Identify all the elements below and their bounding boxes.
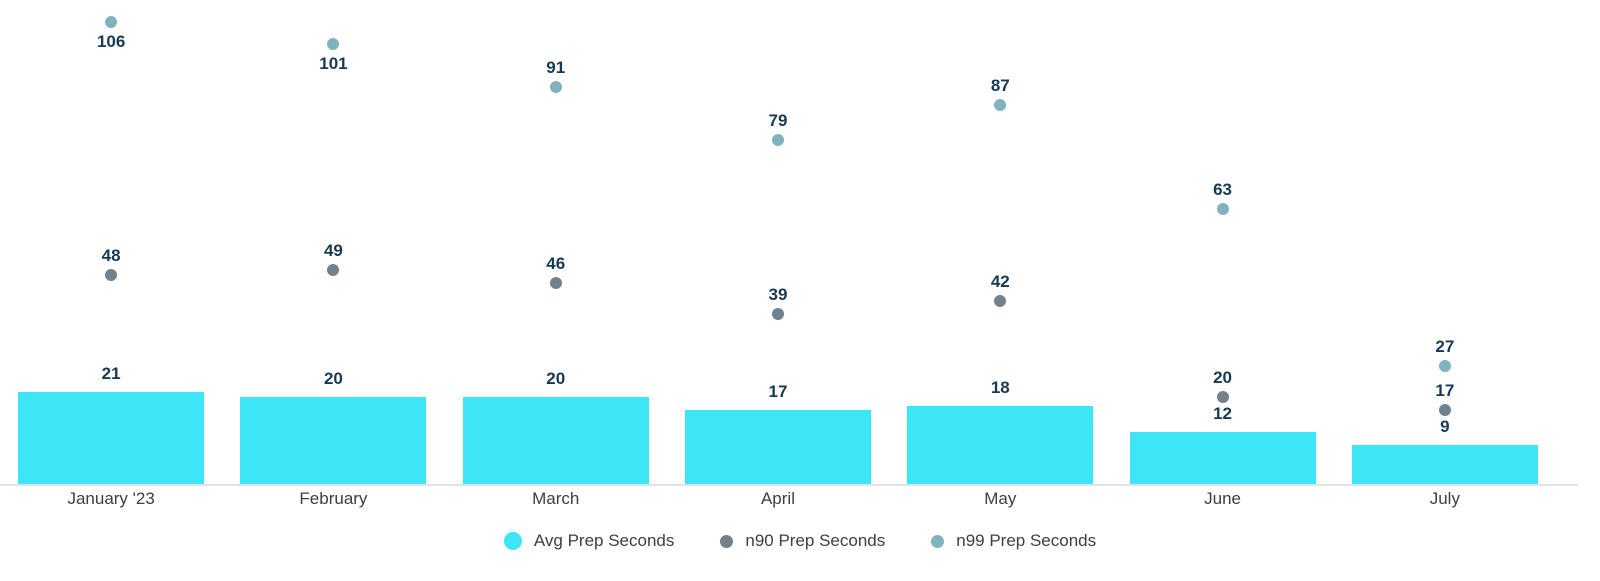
bar-avg-prep-seconds[interactable]: [462, 396, 649, 484]
bar-value-label: 21: [101, 364, 121, 384]
n99-dot[interactable]: [1216, 203, 1229, 216]
x-axis-label: January '23: [67, 489, 155, 508]
x-axis-label: April: [760, 489, 795, 508]
n90-dot[interactable]: [1438, 403, 1451, 416]
bar-avg-prep-seconds[interactable]: [1351, 444, 1538, 484]
x-axis-label: March: [532, 489, 580, 508]
n99-value-label: 101: [319, 53, 348, 73]
n99-dot[interactable]: [105, 15, 118, 28]
bar-value-label: 17: [768, 381, 788, 401]
legend-item-n99-prep-seconds[interactable]: n99 Prep Seconds: [931, 531, 1096, 551]
x-axis-line: [0, 484, 1578, 486]
bar-value-label: 20: [323, 368, 343, 388]
x-axis-label: July: [1429, 489, 1460, 508]
legend-item-label: Avg Prep Seconds: [533, 531, 675, 550]
n90-value-label: 39: [768, 284, 788, 304]
legend-item-label: n90 Prep Seconds: [745, 531, 886, 550]
n99-value-label: 106: [96, 31, 126, 51]
n90-value-label: 49: [323, 241, 343, 261]
n99-dot[interactable]: [1438, 360, 1451, 373]
n90-dot[interactable]: [327, 264, 340, 277]
x-axis-label: February: [299, 489, 368, 508]
bar-value-label: 12: [1213, 403, 1233, 423]
chart-legend: Avg Prep Seconds n90 Prep Seconds n99 Prep…: [0, 531, 1600, 551]
x-axis-label: June: [1204, 489, 1241, 508]
n99-value-label: 79: [768, 110, 788, 130]
n99-dot[interactable]: [994, 98, 1007, 111]
bar-value-label: 9: [1440, 416, 1450, 436]
n90-value-label: 48: [101, 245, 121, 265]
bar-avg-prep-seconds[interactable]: [685, 409, 871, 484]
n99-dot[interactable]: [772, 133, 784, 146]
n99-dot[interactable]: [549, 81, 562, 94]
n90-value-label: 42: [990, 271, 1010, 291]
legend-swatch-icon: [931, 534, 945, 548]
n99-value-label: 27: [1435, 337, 1455, 357]
n99-value-label: 87: [990, 75, 1010, 95]
bar-avg-prep-seconds[interactable]: [907, 405, 1094, 484]
bar-value-label: 18: [990, 377, 1010, 397]
n99-dot[interactable]: [327, 37, 340, 50]
n90-value-label: 46: [546, 254, 566, 274]
n90-dot[interactable]: [994, 294, 1007, 307]
n90-value-label: 17: [1435, 380, 1455, 400]
bar-avg-prep-seconds[interactable]: [240, 396, 427, 484]
legend-item-n90-prep-seconds[interactable]: n90 Prep Seconds: [720, 531, 885, 551]
n99-value-label: 63: [1213, 180, 1233, 200]
legend-item-avg-prep-seconds[interactable]: Avg Prep Seconds: [503, 531, 675, 551]
n90-value-label: 20: [1213, 367, 1233, 387]
x-axis-label: May: [984, 489, 1017, 508]
bar-avg-prep-seconds[interactable]: [1129, 431, 1316, 484]
bar-value-label: 20: [546, 368, 566, 388]
n90-dot[interactable]: [1216, 390, 1229, 403]
legend-swatch-icon: [720, 534, 734, 548]
n90-dot[interactable]: [105, 268, 118, 281]
plot-area: 21 48 106 20 49 101 20 46 91 17 39 79 18 42 87 12 20 63 9 1…: [18, 15, 1538, 484]
n90-dot[interactable]: [772, 307, 784, 320]
n99-value-label: 91: [546, 58, 566, 78]
legend-swatch-icon: [503, 532, 522, 550]
legend-item-label: n99 Prep Seconds: [956, 531, 1097, 550]
n90-dot[interactable]: [549, 277, 562, 290]
bar-avg-prep-seconds[interactable]: [18, 392, 205, 484]
